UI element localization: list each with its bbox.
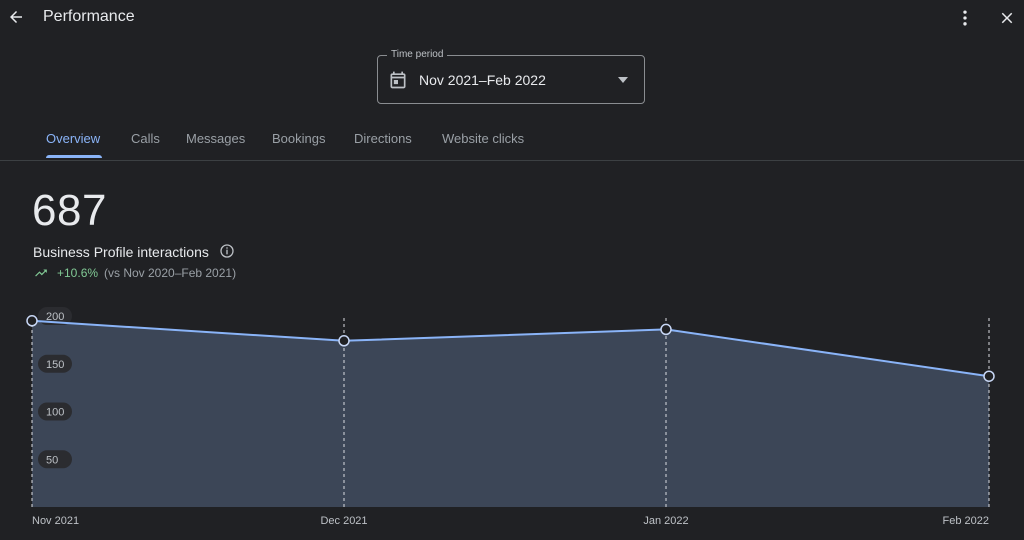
tab-directions[interactable]: Directions [354,131,412,146]
tab-bookings[interactable]: Bookings [272,131,326,146]
y-tick-bg [38,402,72,421]
trending-up-icon [35,269,47,277]
data-point [26,315,38,327]
y-tick-bg [38,307,72,325]
x-tick-label: Feb 2022 [943,515,989,527]
y-tick-label: 50 [46,454,58,466]
data-point [660,323,672,336]
chart-area [32,320,989,507]
data-point [983,370,995,382]
series-line [31,319,990,378]
more-vert-icon [963,10,967,26]
y-tick-label: 150 [46,359,64,371]
y-tick-label: 200 [46,311,64,323]
y-tick-label: 100 [46,407,64,419]
x-tick-label: Nov 2021 [32,515,79,527]
page-title: Performance [43,8,135,25]
interactions-total: 687 [32,186,107,235]
more-options-button[interactable] [953,6,977,30]
tab-calls[interactable]: Calls [131,131,160,146]
tab-website-clicks[interactable]: Website clicks [442,131,525,146]
tab-bar: Overview Calls Messages Bookings Directi… [0,118,1024,161]
tab-overview[interactable]: Overview [46,131,101,146]
y-tick-bg [38,450,72,469]
x-tick-label: Jan 2022 [643,515,688,527]
time-period-value: Nov 2021–Feb 2022 [419,72,546,88]
back-button[interactable] [4,4,28,30]
time-period-label: Time period [387,49,448,61]
time-period-select[interactable]: Time period Nov 2021–Feb 2022 [377,49,645,104]
x-tick-label: Dec 2021 [320,515,367,527]
trend-percentage: +10.6% [57,266,99,280]
close-button[interactable] [995,6,1019,30]
y-tick-bg [38,354,72,373]
calendar-icon [390,71,406,89]
interactions-chart: 50 100 150 200 Nov 2021 Dec 2021 Jan 2022 Feb 2… [26,307,995,527]
dropdown-arrow-icon [618,77,628,83]
tab-messages[interactable]: Messages [186,131,246,146]
active-tab-indicator [46,155,102,158]
interactions-label: Business Profile interactions [33,244,209,260]
close-icon [1001,12,1013,24]
top-bar: Performance [0,0,1024,36]
info-icon[interactable] [219,243,235,259]
data-point [338,335,350,347]
arrow-back-icon [10,11,22,23]
trend-comparison: (vs Nov 2020–Feb 2021) [104,266,237,280]
